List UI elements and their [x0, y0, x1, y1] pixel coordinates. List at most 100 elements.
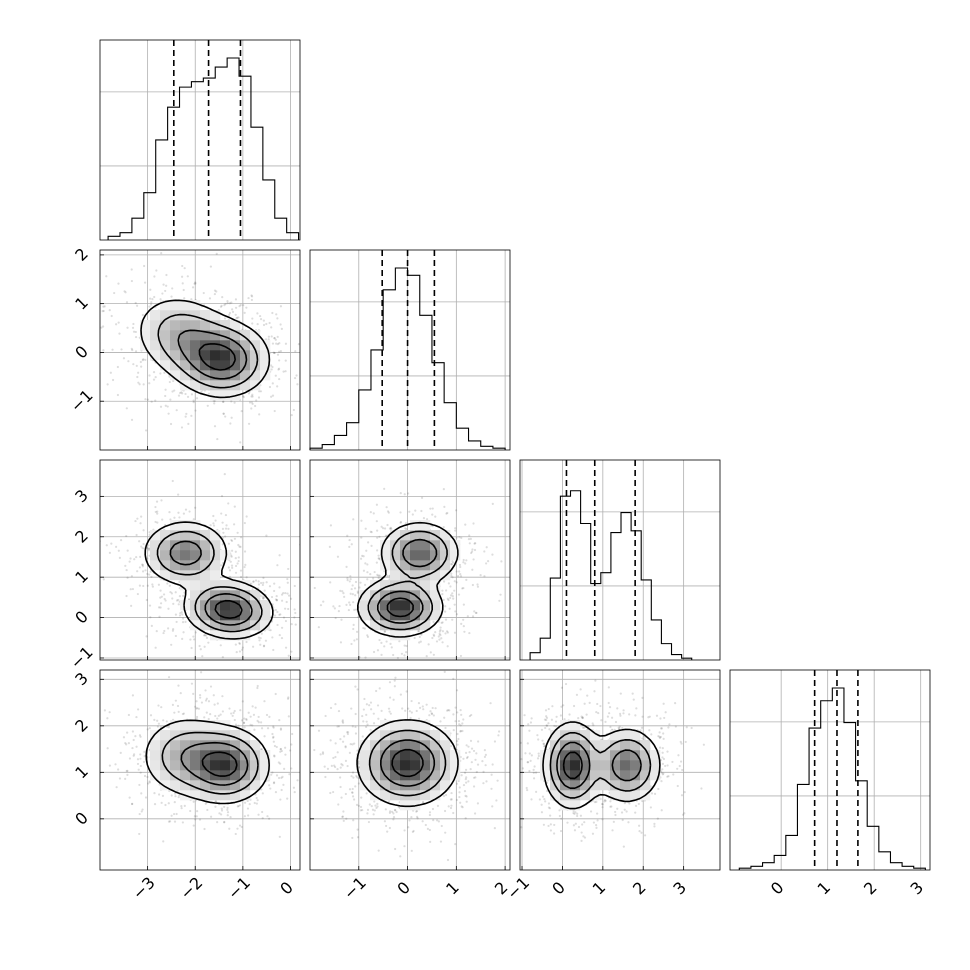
sample-point	[464, 751, 468, 754]
sample-point	[473, 812, 477, 815]
sample-point	[129, 557, 132, 560]
sample-point	[245, 576, 248, 579]
sample-point	[284, 342, 288, 345]
sample-point	[278, 359, 281, 362]
sample-point	[462, 558, 465, 562]
sample-point	[348, 751, 351, 755]
sample-point	[240, 536, 243, 539]
sample-point	[404, 709, 407, 712]
sample-point	[342, 819, 345, 822]
sample-point	[233, 709, 236, 713]
density-cell	[160, 300, 171, 311]
sample-point	[313, 586, 316, 590]
density-cell	[240, 760, 251, 771]
density-cell	[250, 760, 261, 771]
sample-point	[224, 302, 227, 306]
density-cell	[210, 630, 221, 641]
sample-point	[238, 642, 241, 645]
sample-point	[278, 554, 281, 557]
sample-point	[271, 394, 275, 397]
sample-point	[357, 804, 360, 807]
density-cell	[250, 380, 261, 391]
sample-point	[143, 264, 146, 268]
sample-point	[355, 638, 359, 641]
sample-point	[223, 304, 226, 307]
contours	[357, 521, 459, 638]
sample-point	[234, 557, 237, 560]
sample-point	[279, 747, 283, 751]
sample-point	[483, 748, 486, 752]
sample-point	[399, 521, 402, 524]
sample-point	[238, 545, 241, 548]
density-cell	[390, 620, 401, 631]
sample-point	[261, 595, 264, 598]
sample-point	[127, 713, 130, 717]
sample-point	[182, 288, 185, 292]
sample-point	[222, 400, 225, 403]
sample-point	[256, 686, 259, 690]
sample-point	[175, 599, 179, 602]
sample-point	[369, 510, 372, 514]
sample-point	[392, 698, 395, 701]
sample-point	[127, 742, 130, 745]
panel-frame	[99, 249, 301, 451]
density-cell	[210, 320, 221, 331]
sample-point	[138, 832, 141, 836]
sample-point	[345, 817, 348, 820]
sample-point	[290, 767, 293, 770]
sample-point	[460, 622, 463, 625]
sample-point	[353, 587, 357, 590]
sample-point	[228, 302, 231, 305]
sample-point	[281, 775, 284, 779]
sample-point	[166, 582, 169, 585]
sample-point	[256, 719, 259, 722]
sample-point	[352, 623, 355, 626]
sample-point	[115, 786, 118, 789]
sample-point	[237, 543, 240, 547]
density-cell	[190, 790, 201, 801]
density-cell	[410, 550, 421, 561]
sample-point	[462, 586, 465, 590]
sample-point	[388, 527, 392, 530]
sample-point	[230, 245, 232, 247]
sample-point	[451, 592, 454, 595]
density-cell	[170, 300, 181, 311]
sample-point	[184, 620, 187, 623]
density-cell	[190, 360, 201, 371]
panel-ticks	[100, 678, 291, 870]
sample-point	[417, 630, 420, 633]
sample-point	[468, 751, 471, 754]
sample-point	[444, 831, 447, 834]
sample-point	[157, 606, 161, 609]
sample-point	[204, 689, 207, 692]
sample-point	[392, 818, 395, 821]
density-cell	[170, 570, 181, 581]
sample-point	[214, 714, 217, 718]
sample-point	[227, 542, 230, 545]
sample-point	[114, 763, 117, 766]
sample-point	[139, 360, 142, 364]
sample-point	[125, 568, 128, 572]
sample-point	[273, 781, 276, 784]
sample-point	[205, 636, 209, 639]
sample-point	[108, 309, 111, 312]
sample-point	[116, 393, 120, 397]
density-cell	[200, 590, 211, 601]
sample-point	[139, 764, 142, 768]
density-cell	[220, 630, 231, 641]
sample-point	[237, 556, 240, 559]
sample-point	[444, 632, 447, 635]
sample-point	[141, 563, 144, 566]
sample-point	[388, 696, 392, 699]
sample-point	[474, 776, 477, 779]
sample-point	[389, 642, 392, 645]
sample-point	[178, 580, 181, 583]
sample-point	[184, 392, 187, 396]
density-cell	[410, 580, 421, 591]
sample-point	[275, 599, 278, 602]
sample-point	[154, 510, 157, 514]
sample-point	[441, 630, 445, 633]
sample-point	[273, 582, 276, 585]
sample-point	[343, 595, 346, 598]
sample-point	[230, 555, 233, 558]
